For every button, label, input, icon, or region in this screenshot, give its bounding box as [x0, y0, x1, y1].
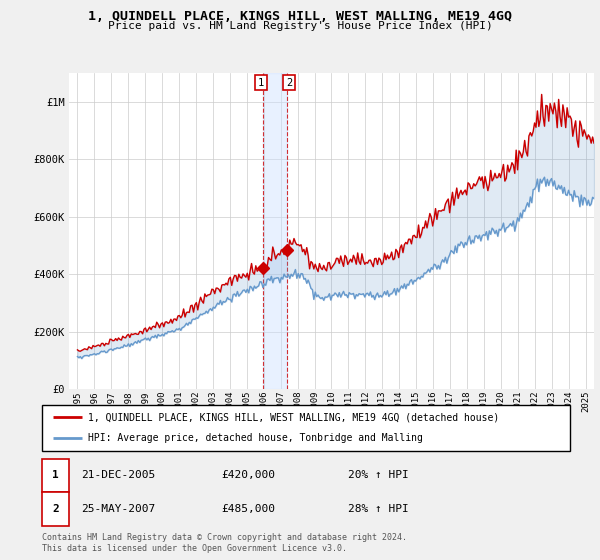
- Bar: [263, 73, 287, 389]
- Text: 1, QUINDELL PLACE, KINGS HILL, WEST MALLING, ME19 4GQ: 1, QUINDELL PLACE, KINGS HILL, WEST MALL…: [88, 10, 512, 23]
- Text: £420,000: £420,000: [221, 470, 275, 480]
- Text: 2: 2: [286, 77, 292, 87]
- Bar: [42, 459, 70, 492]
- Text: HPI: Average price, detached house, Tonbridge and Malling: HPI: Average price, detached house, Tonb…: [88, 433, 424, 444]
- Text: 2: 2: [52, 504, 59, 514]
- Text: 25-MAY-2007: 25-MAY-2007: [82, 504, 156, 514]
- Text: Contains HM Land Registry data © Crown copyright and database right 2024.
This d: Contains HM Land Registry data © Crown c…: [42, 533, 407, 553]
- Text: 1: 1: [52, 470, 59, 480]
- Text: Price paid vs. HM Land Registry's House Price Index (HPI): Price paid vs. HM Land Registry's House …: [107, 21, 493, 31]
- Text: 28% ↑ HPI: 28% ↑ HPI: [348, 504, 409, 514]
- Text: £485,000: £485,000: [221, 504, 275, 514]
- Text: 1: 1: [258, 77, 265, 87]
- Text: 1, QUINDELL PLACE, KINGS HILL, WEST MALLING, ME19 4GQ (detached house): 1, QUINDELL PLACE, KINGS HILL, WEST MALL…: [88, 412, 500, 422]
- Bar: [42, 492, 70, 526]
- Text: 20% ↑ HPI: 20% ↑ HPI: [348, 470, 409, 480]
- Text: 21-DEC-2005: 21-DEC-2005: [82, 470, 156, 480]
